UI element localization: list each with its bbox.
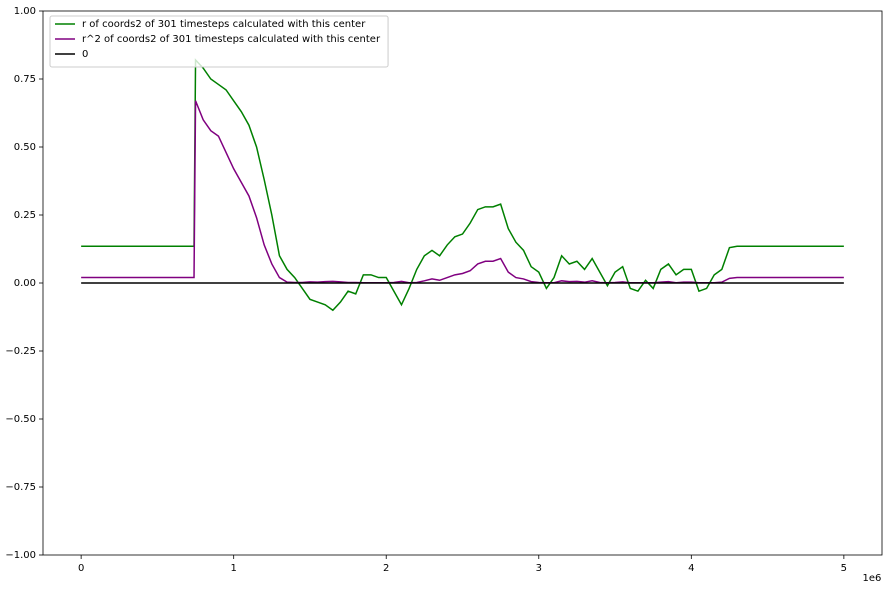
- plot-frame: [42, 10, 883, 556]
- x-tick-label: 4: [688, 563, 694, 574]
- x-tick-label: 0: [78, 563, 84, 574]
- x-offset-label: 1e6: [863, 573, 882, 584]
- y-tick-label: −0.75: [5, 482, 36, 493]
- y-tick-label: −1.00: [5, 550, 36, 561]
- legend-box: [49, 15, 389, 68]
- x-tick-label: 5: [841, 563, 847, 574]
- x-tick-label: 2: [383, 563, 389, 574]
- legend: r of coords2 of 301 timesteps calculated…: [49, 15, 389, 68]
- y-tick-label: 0.75: [14, 74, 36, 85]
- y-tick-label: 0.25: [14, 210, 36, 221]
- y-tick-label: 0.00: [14, 278, 36, 289]
- y-tick-label: 0.50: [14, 142, 36, 153]
- x-tick-label: 1: [230, 563, 236, 574]
- y-tick-label: 1.00: [14, 6, 36, 17]
- legend-label: r of coords2 of 301 timesteps calculated…: [82, 19, 366, 30]
- legend-label: r^2 of coords2 of 301 timesteps calculat…: [82, 34, 381, 45]
- y-tick-label: −0.25: [5, 346, 36, 357]
- legend-label: 0: [82, 49, 88, 60]
- x-tick-label: 3: [536, 563, 542, 574]
- series-line: [81, 58, 844, 312]
- y-tick-label: −0.50: [5, 414, 36, 425]
